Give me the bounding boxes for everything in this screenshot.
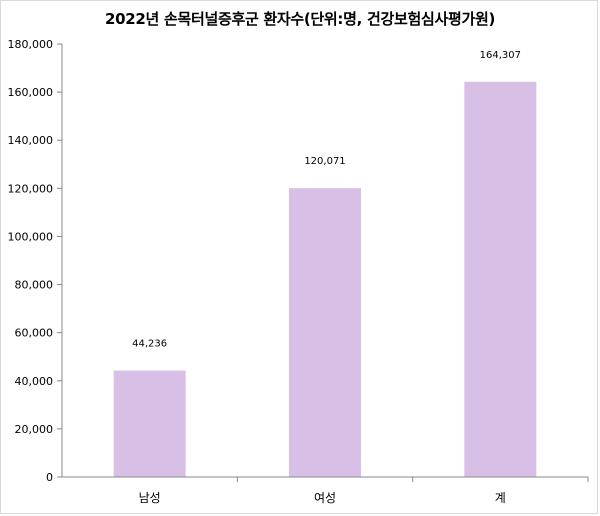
data-label: 164,307 [480, 50, 521, 61]
y-tick-label: 180,000 [8, 38, 54, 51]
bar [464, 81, 537, 478]
chart-title: 2022년 손목터널증후군 환자수(단위:명, 건강보험심사평가원) [104, 10, 496, 28]
y-tick-label: 20,000 [15, 423, 54, 436]
y-tick-label: 0 [46, 471, 53, 484]
bars: 44,236 120,071 164,307 [113, 50, 537, 478]
data-label: 44,236 [132, 339, 167, 350]
bar [289, 188, 361, 477]
data-label: 120,071 [304, 156, 345, 167]
y-tick-label: 140,000 [8, 134, 54, 147]
bar [113, 370, 186, 477]
y-tick-label: 120,000 [8, 182, 54, 195]
x-tick-label: 계 [495, 491, 506, 505]
y-tick-label: 100,000 [8, 230, 54, 243]
x-tick-label: 여성 [314, 491, 336, 505]
y-tick-label: 40,000 [15, 375, 54, 388]
x-tick-label: 남성 [139, 491, 161, 505]
y-tick-label: 60,000 [15, 327, 54, 340]
y-axis: 0 20,000 40,000 60,000 80,000 100,000 120,000 1… [8, 38, 63, 484]
x-axis: 남성 여성 계 [62, 476, 589, 505]
y-tick-label: 80,000 [15, 279, 54, 292]
y-tick-label: 160,000 [8, 86, 54, 99]
